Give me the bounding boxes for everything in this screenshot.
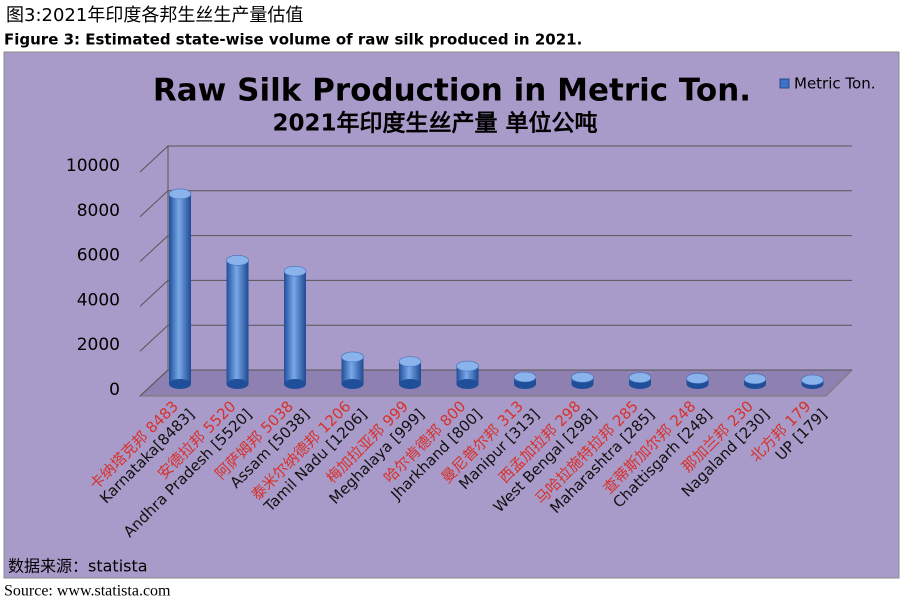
bar-base <box>169 379 191 389</box>
source: Source: www.statista.com <box>4 583 171 600</box>
bar <box>226 260 249 384</box>
chart-subtitle: 2021年印度生丝产量 单位公吨 <box>272 110 597 137</box>
caption-cn: 图3:2021年印度各邦生丝生产量估值 <box>6 5 303 26</box>
legend-swatch <box>779 78 790 89</box>
y-tick-label: 8000 <box>77 201 120 221</box>
y-tick-label: 10000 <box>66 156 120 176</box>
bar-top <box>801 374 824 386</box>
bar-top <box>168 188 192 200</box>
y-tick-label: 4000 <box>77 290 120 310</box>
bar <box>169 193 191 384</box>
bar-base <box>284 379 306 389</box>
bar <box>341 356 364 384</box>
bar-top <box>571 372 594 383</box>
y-tick-label: 6000 <box>77 246 120 266</box>
bar-top <box>743 373 767 385</box>
bar-top <box>226 255 249 266</box>
bar-top <box>628 372 652 383</box>
bar-top <box>686 373 709 384</box>
chart-background <box>3 51 900 579</box>
bar-top <box>283 265 307 277</box>
bar-base <box>456 379 479 389</box>
bar <box>399 361 421 384</box>
bar-base <box>226 379 249 389</box>
bar-top <box>341 351 364 363</box>
y-tick-label: 2000 <box>77 335 120 355</box>
bar-top <box>513 371 537 383</box>
source-note: 数据来源：statista <box>8 557 148 576</box>
bar-base <box>399 379 421 389</box>
bar-base <box>341 379 364 389</box>
chart-title: Raw Silk Production in Metric Ton. <box>153 73 751 109</box>
caption-en: Figure 3: Estimated state-wise volume of… <box>4 31 582 49</box>
y-tick-label: 0 <box>109 380 120 400</box>
bar-top <box>398 356 422 367</box>
bar <box>284 271 306 384</box>
legend-label: Metric Ton. <box>794 75 875 93</box>
bar-top <box>456 360 479 372</box>
